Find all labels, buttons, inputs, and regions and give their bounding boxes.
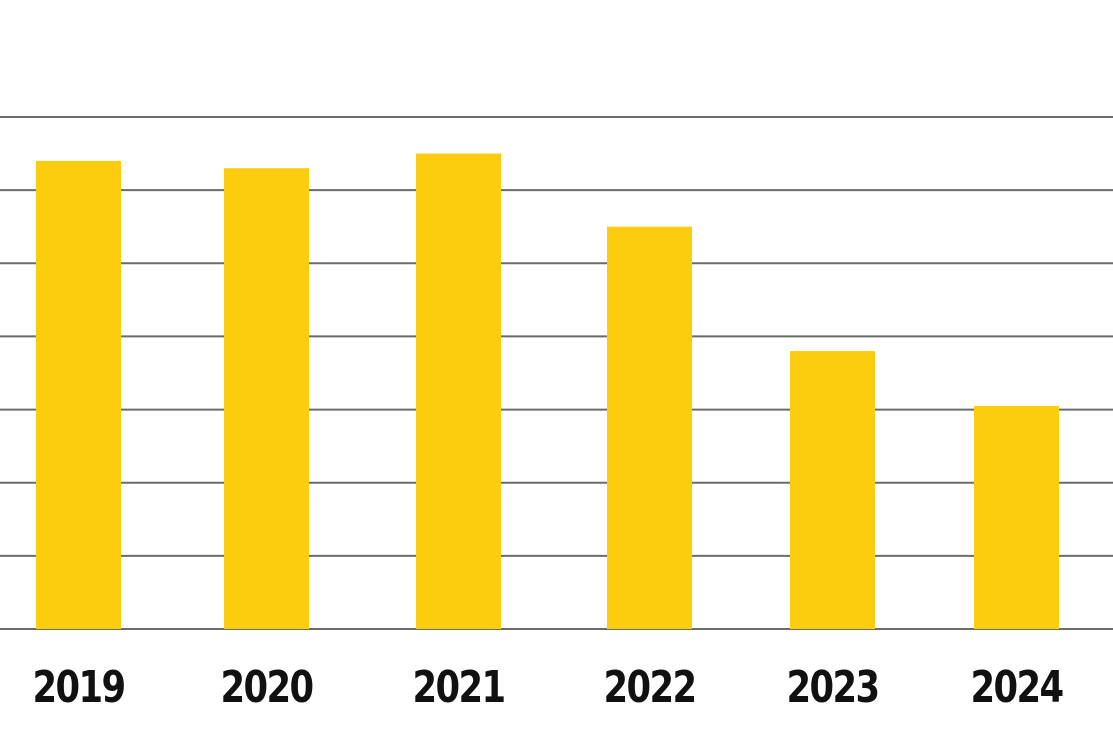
bar-2021: [416, 153, 501, 630]
x-tick-label: 2019: [33, 662, 125, 713]
x-tick-label: 2022: [604, 662, 696, 713]
bar-2022: [607, 226, 692, 629]
bar-2020: [224, 168, 309, 629]
x-tick-label: 2020: [221, 662, 313, 713]
bar-2019: [36, 160, 121, 629]
x-tick-label: 2024: [971, 662, 1063, 713]
x-tick-label: 2023: [787, 662, 879, 713]
bar-2023: [790, 351, 875, 629]
bar-2024: [974, 405, 1059, 629]
x-tick-label: 2021: [413, 662, 505, 713]
